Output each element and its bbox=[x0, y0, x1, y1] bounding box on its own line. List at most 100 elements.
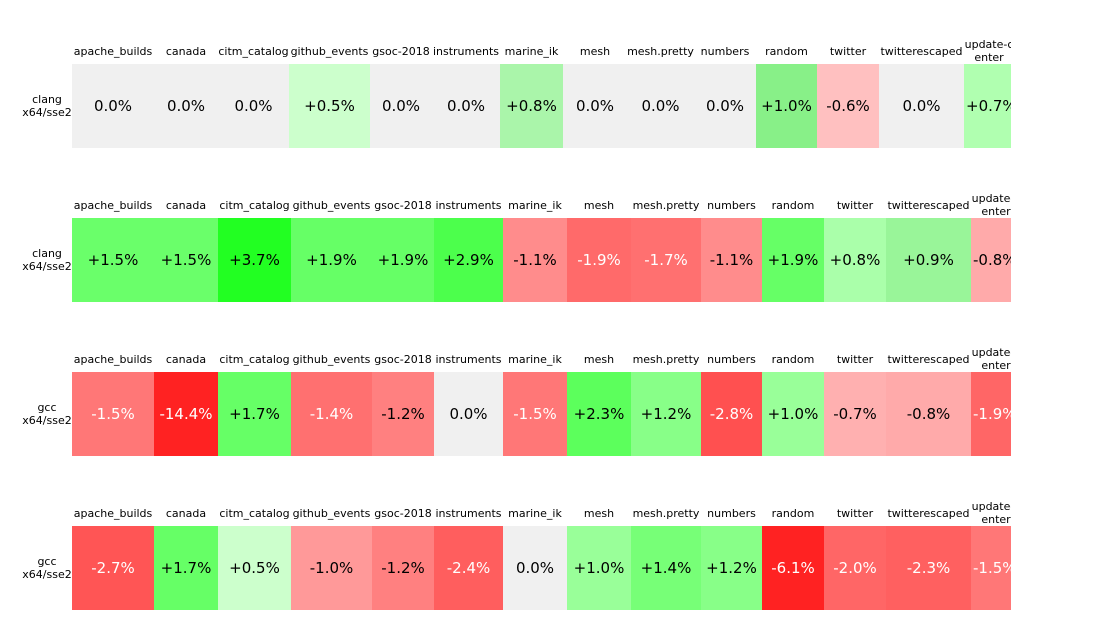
heat-cell: 0.0% bbox=[879, 64, 964, 148]
column-header: random bbox=[771, 352, 815, 366]
column-header: canada bbox=[165, 198, 207, 212]
value-label: +1.0% bbox=[767, 405, 819, 423]
value-label: +1.2% bbox=[640, 405, 692, 423]
heat-cell: +3.7% bbox=[218, 218, 291, 302]
heat-cell: 0.0% bbox=[218, 64, 289, 148]
column-header: gsoc-2018 bbox=[372, 44, 430, 58]
row-label: gcc x64/sse2 bbox=[22, 555, 72, 581]
heat-cell: -1.9% bbox=[567, 218, 631, 302]
column-header: update-center bbox=[964, 38, 1011, 64]
column-header: update-center bbox=[971, 192, 1011, 218]
heat-cell: -1.2% bbox=[372, 526, 434, 610]
value-label: 0.0% bbox=[575, 97, 615, 115]
value-label: -1.9% bbox=[577, 251, 621, 269]
heatmap-row: apache_builds -1.5% canada -14.4% citm_catal… bbox=[0, 346, 1011, 456]
heat-cell: +0.7% bbox=[964, 64, 1011, 148]
heat-cell: 0.0% bbox=[434, 372, 503, 456]
value-label: -14.4% bbox=[159, 405, 213, 423]
value-label: 0.0% bbox=[446, 97, 486, 115]
heat-cell: +1.7% bbox=[154, 526, 218, 610]
column-header: random bbox=[771, 198, 815, 212]
value-label: +0.7% bbox=[966, 97, 1011, 115]
value-label: -2.7% bbox=[91, 559, 135, 577]
value-label: +1.9% bbox=[306, 251, 357, 269]
heat-cell: -1.0% bbox=[291, 526, 372, 610]
column-header: twitterescaped bbox=[887, 352, 970, 366]
heat-cell: -2.4% bbox=[434, 526, 503, 610]
column-header: mesh bbox=[583, 352, 615, 366]
value-label: +1.4% bbox=[640, 559, 692, 577]
value-label: -1.1% bbox=[513, 251, 557, 269]
column-header: twitterescaped bbox=[887, 506, 970, 520]
value-label: 0.0% bbox=[902, 97, 941, 115]
value-label: -1.5% bbox=[91, 405, 135, 423]
column-header: numbers bbox=[707, 352, 756, 366]
value-label: 0.0% bbox=[515, 559, 555, 577]
heat-cell: 0.0% bbox=[503, 526, 567, 610]
column-header: apache_builds bbox=[73, 352, 153, 366]
heat-cell: 0.0% bbox=[694, 64, 756, 148]
heat-cell: 0.0% bbox=[72, 64, 154, 148]
value-label: 0.0% bbox=[166, 97, 206, 115]
heat-cell: 0.0% bbox=[627, 64, 694, 148]
value-label: -1.4% bbox=[309, 405, 354, 423]
heat-cell: -0.8% bbox=[971, 218, 1011, 302]
row-label: clang x64/sse2 bbox=[22, 247, 72, 273]
value-label: -1.2% bbox=[381, 559, 425, 577]
value-label: -2.3% bbox=[906, 559, 951, 577]
column-header: instruments bbox=[435, 352, 502, 366]
column-header: github_events bbox=[292, 506, 371, 520]
value-label: +1.7% bbox=[229, 405, 280, 423]
value-label: 0.0% bbox=[381, 97, 421, 115]
column-header: apache_builds bbox=[73, 506, 153, 520]
column-header: instruments bbox=[432, 44, 500, 58]
value-label: 0.0% bbox=[93, 97, 133, 115]
value-label: +2.9% bbox=[443, 251, 494, 269]
value-label: +1.0% bbox=[573, 559, 625, 577]
value-label: 0.0% bbox=[705, 97, 745, 115]
heat-cell: -1.1% bbox=[503, 218, 567, 302]
column-header: citm_catalog bbox=[219, 506, 290, 520]
value-label: -2.8% bbox=[709, 405, 754, 423]
column-header: random bbox=[765, 44, 808, 58]
heat-cell: 0.0% bbox=[563, 64, 627, 148]
heat-cell: +2.3% bbox=[567, 372, 631, 456]
heat-cell: -2.7% bbox=[72, 526, 154, 610]
value-label: -1.1% bbox=[709, 251, 754, 269]
column-header: apache_builds bbox=[73, 198, 153, 212]
heat-cell: +1.4% bbox=[631, 526, 701, 610]
value-label: -1.2% bbox=[381, 405, 425, 423]
heat-cell: 0.0% bbox=[432, 64, 500, 148]
column-header: marine_ik bbox=[508, 198, 562, 212]
value-label: +1.5% bbox=[160, 251, 212, 269]
value-label: -6.1% bbox=[771, 559, 815, 577]
heat-cell: -14.4% bbox=[154, 372, 218, 456]
heat-cell: +0.9% bbox=[886, 218, 971, 302]
value-label: +1.9% bbox=[377, 251, 429, 269]
heat-cell: -1.2% bbox=[372, 372, 434, 456]
value-label: 0.0% bbox=[641, 97, 680, 115]
heat-cell: -1.5% bbox=[72, 372, 154, 456]
column-header: instruments bbox=[435, 506, 502, 520]
heat-cell: -2.3% bbox=[886, 526, 971, 610]
column-header: twitter bbox=[836, 506, 874, 520]
column-header: mesh.pretty bbox=[632, 352, 700, 366]
column-header: mesh.pretty bbox=[627, 44, 694, 58]
value-label: 0.0% bbox=[234, 97, 273, 115]
row-label: gcc x64/sse2 bbox=[22, 401, 72, 427]
heat-cell: -0.6% bbox=[817, 64, 879, 148]
value-label: -1.5% bbox=[513, 405, 557, 423]
column-header: mesh.pretty bbox=[632, 198, 700, 212]
heat-cell: -1.7% bbox=[631, 218, 701, 302]
column-header: marine_ik bbox=[504, 44, 559, 58]
heat-cell: -1.5% bbox=[503, 372, 567, 456]
value-label: -1.7% bbox=[644, 251, 688, 269]
column-header: twitter bbox=[836, 198, 874, 212]
column-header: twitterescaped bbox=[887, 198, 970, 212]
column-header: gsoc-2018 bbox=[374, 198, 432, 212]
column-header: update-center bbox=[971, 500, 1011, 526]
heat-cell: -2.8% bbox=[701, 372, 762, 456]
value-label: +1.7% bbox=[160, 559, 212, 577]
heat-cell: -2.0% bbox=[824, 526, 886, 610]
